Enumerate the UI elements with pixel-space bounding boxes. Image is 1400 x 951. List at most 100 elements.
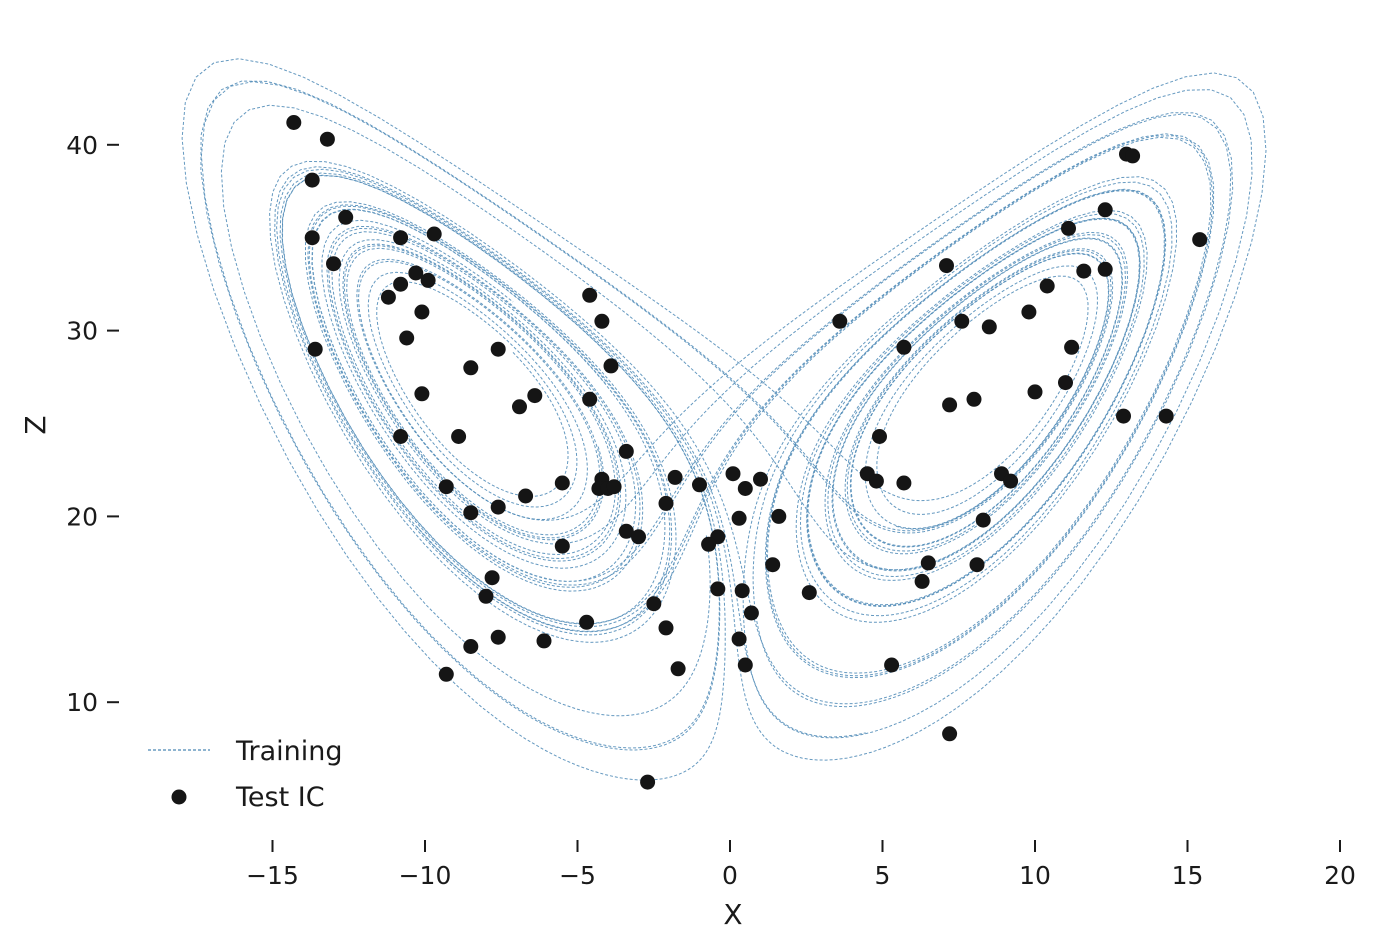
test-ic-point xyxy=(582,287,598,303)
test-ic-point xyxy=(725,466,741,482)
test-ic-point xyxy=(710,581,726,597)
test-ic-point xyxy=(594,313,610,329)
test-ic-point xyxy=(801,585,817,601)
x-tick-label: 10 xyxy=(1019,861,1051,890)
y-tick-label: 40 xyxy=(66,131,98,160)
legend-test-swatch xyxy=(171,789,187,805)
test-ic-point xyxy=(618,523,634,539)
test-ic-point xyxy=(942,397,958,413)
test-ic-point xyxy=(463,639,479,654)
x-tick-label: 20 xyxy=(1324,861,1356,890)
test-ic-point xyxy=(753,471,768,487)
test-ic-point xyxy=(554,538,570,554)
test-ic-point xyxy=(393,429,409,444)
test-ic-point xyxy=(527,388,543,404)
test-ic-point xyxy=(658,620,674,636)
test-ic-point xyxy=(631,529,646,545)
test-ic-point xyxy=(603,358,619,374)
y-axis-label: Z xyxy=(19,415,52,434)
test-ic-point xyxy=(304,172,320,188)
test-ic-point xyxy=(490,499,506,515)
test-ic-point xyxy=(920,555,936,571)
test-ic-point xyxy=(896,475,912,491)
test-ic-point xyxy=(490,629,506,645)
x-tick-label: −15 xyxy=(246,861,299,890)
test-ic-point xyxy=(478,588,494,604)
test-ic-point xyxy=(1192,232,1208,248)
x-tick-label: 0 xyxy=(722,861,738,890)
test-ic-point xyxy=(1097,202,1113,218)
test-ic-point xyxy=(414,304,430,320)
test-ic-point xyxy=(832,313,848,329)
test-ic-point xyxy=(326,256,341,272)
test-ic-point xyxy=(640,774,656,790)
test-ic-point xyxy=(554,475,570,491)
axes: −15 −10 −5 0 5 10 15 20 10 20 30 40 xyxy=(66,131,1356,890)
test-ic-point xyxy=(618,443,634,459)
test-ic-point xyxy=(1039,278,1055,294)
test-ic-point xyxy=(338,209,354,225)
test-ic-point xyxy=(536,633,552,649)
test-ic-point xyxy=(969,557,985,573)
y-tick-label: 10 xyxy=(66,688,98,717)
test-ic-point xyxy=(307,341,323,357)
training-trajectories xyxy=(181,58,1267,781)
test-ic-point xyxy=(765,557,781,573)
test-ic-point xyxy=(438,479,454,495)
test-ic-point xyxy=(1097,261,1113,277)
x-tick-label: −10 xyxy=(399,861,452,890)
test-ic-point xyxy=(731,631,747,647)
training-trajectory-3 xyxy=(269,72,1267,761)
test-ic-point xyxy=(872,429,887,444)
test-ic-point xyxy=(1064,339,1080,355)
legend: Training Test IC xyxy=(148,736,343,813)
test-ic-point xyxy=(734,583,750,599)
test-ic-point xyxy=(1158,408,1174,424)
test-ic-point xyxy=(606,479,622,495)
test-ic-point xyxy=(884,657,900,673)
test-ic-point xyxy=(484,570,500,586)
test-ic-point xyxy=(914,573,930,589)
test-ic-point xyxy=(1058,375,1073,391)
y-tick-label: 20 xyxy=(66,502,98,531)
test-ic-point xyxy=(393,230,409,246)
test-ic-point xyxy=(896,339,912,355)
test-ic-point xyxy=(771,508,787,524)
test-ic-point xyxy=(1027,384,1043,400)
test-ic-point xyxy=(658,495,674,511)
test-ic-point xyxy=(731,510,747,526)
test-ic-point xyxy=(399,330,415,346)
training-trajectory-2 xyxy=(200,81,1253,749)
test-ic-point xyxy=(408,265,424,281)
test-ic-point xyxy=(393,276,409,292)
test-ic-point xyxy=(1076,263,1092,279)
test-ic-point xyxy=(966,391,982,407)
test-ic-point xyxy=(975,512,991,528)
test-ic-point xyxy=(582,391,598,407)
test-ic-point xyxy=(438,666,454,682)
test-ic-point xyxy=(1021,304,1037,320)
test-ic-point xyxy=(512,399,527,415)
test-ic-point xyxy=(981,319,997,335)
test-ic-point xyxy=(667,469,683,485)
x-tick-label: 5 xyxy=(875,861,891,890)
legend-training-label: Training xyxy=(235,736,343,767)
y-tick-label: 30 xyxy=(66,317,98,346)
test-ic-point xyxy=(579,614,595,630)
x-axis-label: X xyxy=(723,898,742,931)
test-ic-point xyxy=(942,726,958,742)
test-ic-point xyxy=(380,289,396,305)
test-ic-point xyxy=(670,661,686,677)
test-ic-point xyxy=(1003,473,1019,489)
x-tick-label: −5 xyxy=(559,861,596,890)
test-ic-point xyxy=(737,657,753,673)
test-ic-point xyxy=(868,473,884,489)
test-ic-point xyxy=(426,226,442,242)
test-ic-point xyxy=(939,258,954,274)
test-ic-point xyxy=(692,477,707,493)
x-tick-label: 15 xyxy=(1172,861,1204,890)
test-ic-point xyxy=(463,505,479,521)
test-ic-point xyxy=(451,429,467,444)
test-ic-point xyxy=(954,313,970,329)
